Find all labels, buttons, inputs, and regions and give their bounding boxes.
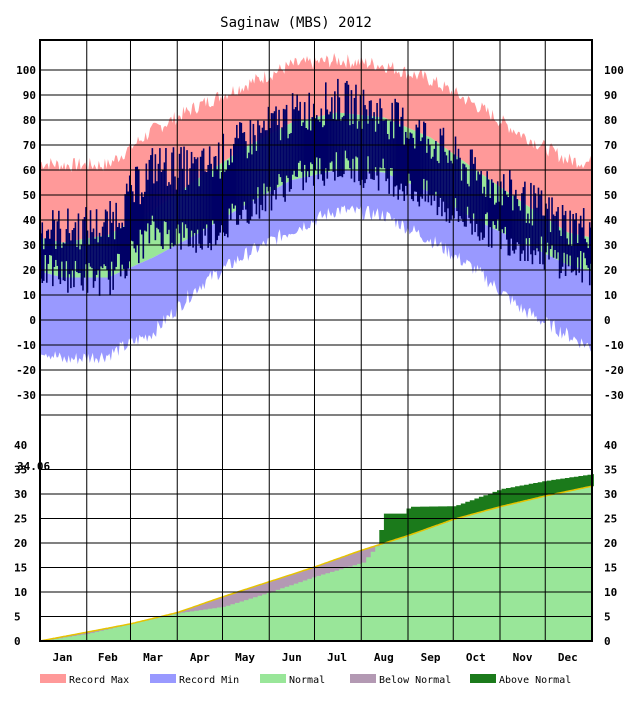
legend-label: Above Normal xyxy=(499,675,571,686)
temp-tick-label-left: 40 xyxy=(23,214,36,227)
precip-tick-label-left: 40 xyxy=(14,439,27,452)
month-label: Sep xyxy=(421,651,441,664)
month-labels: Jan Feb Mar Apr May Jun Jul Aug Sep Oct Nov Dec xyxy=(53,651,578,664)
temp-tick-label-right: 40 xyxy=(604,214,617,227)
month-label: Jul xyxy=(327,651,347,664)
plot-frame xyxy=(39,39,593,642)
temp-tick-label-left: 90 xyxy=(23,89,36,102)
temp-tick-label-left: 60 xyxy=(23,164,36,177)
precip-tick-label-left: 0 xyxy=(14,635,21,648)
precip-tick-label-left: 20 xyxy=(14,537,27,550)
precip-tick-label-right: 5 xyxy=(604,611,611,624)
month-label: Feb xyxy=(98,651,118,664)
temp-tick-label-right: -10 xyxy=(604,339,624,352)
legend-swatch xyxy=(260,674,286,683)
precip-tick-label-left: 35 xyxy=(14,464,27,477)
precip-tick-label-right: 20 xyxy=(604,537,617,550)
legend-label: Normal xyxy=(289,675,325,686)
precipitation-panel xyxy=(39,415,594,642)
precip-tick-label-left: 25 xyxy=(14,513,27,526)
precip-tick-label-right: 40 xyxy=(604,439,617,452)
precip-tick-label-right: 35 xyxy=(604,464,617,477)
precip-normal-area xyxy=(40,486,592,641)
temp-tick-label-left: -30 xyxy=(16,389,36,402)
temp-tick-label-right: 30 xyxy=(604,239,617,252)
temp-tick-label-right: 60 xyxy=(604,164,617,177)
month-label: Aug xyxy=(374,651,394,664)
precip-tick-label-right: 25 xyxy=(604,513,617,526)
legend-swatch xyxy=(40,674,66,683)
temp-tick-label-right: 20 xyxy=(604,264,617,277)
temp-tick-label-right: 90 xyxy=(604,89,617,102)
legend-swatch xyxy=(470,674,496,683)
temp-tick-label-right: 100 xyxy=(604,64,624,77)
grid-lines xyxy=(39,39,593,642)
precip-tick-label-right: 0 xyxy=(604,635,611,648)
temp-tick-label-right: 10 xyxy=(604,289,617,302)
precip-tick-label-right: 10 xyxy=(604,586,617,599)
precip-above-normal-area xyxy=(121,474,594,626)
temp-tick-label-left: 10 xyxy=(23,289,36,302)
precip-tick-label-left: 5 xyxy=(14,611,21,624)
month-label: Dec xyxy=(558,651,578,664)
temp-tick-label-left: 30 xyxy=(23,239,36,252)
temp-tick-label-left: 20 xyxy=(23,264,36,277)
temp-tick-label-right: 0 xyxy=(604,314,611,327)
month-label: Mar xyxy=(143,651,163,664)
legend-swatch xyxy=(350,674,376,683)
temp-tick-label-right: 50 xyxy=(604,189,617,202)
precip-tick-label-left: 30 xyxy=(14,488,27,501)
legend-swatch xyxy=(150,674,176,683)
legend-label: Below Normal xyxy=(379,675,451,686)
month-label: Nov xyxy=(513,651,533,664)
temp-tick-label-left: 100 xyxy=(16,64,36,77)
temp-tick-label-left: -20 xyxy=(16,364,36,377)
legend-label: Record Min xyxy=(179,675,239,686)
month-label: Apr xyxy=(190,651,210,664)
precip-tick-label-right: 30 xyxy=(604,488,617,501)
chart-title: Saginaw (MBS) 2012 xyxy=(220,15,372,31)
precip-total-annotation: 34.06 xyxy=(17,460,50,473)
temp-tick-label-right: -30 xyxy=(604,389,624,402)
temp-tick-label-left: -10 xyxy=(16,339,36,352)
temp-tick-label-left: 50 xyxy=(23,189,36,202)
month-label: Oct xyxy=(466,651,486,664)
legend: Record Max Record Min Normal Below Normal Ab… xyxy=(40,674,571,686)
temp-tick-label-left: 70 xyxy=(23,139,36,152)
month-label: Jan xyxy=(53,651,73,664)
legend-label: Record Max xyxy=(69,675,129,686)
month-label: May xyxy=(235,651,255,664)
temp-tick-label-left: 80 xyxy=(23,114,36,127)
precip-tick-label-left: 15 xyxy=(14,562,27,575)
precip-tick-label-left: 10 xyxy=(14,586,27,599)
temp-tick-label-right: 80 xyxy=(604,114,617,127)
normal-band xyxy=(40,112,592,278)
record-min-band xyxy=(40,170,592,365)
temp-tick-label-right: 70 xyxy=(604,139,617,152)
precip-tick-label-right: 15 xyxy=(604,562,617,575)
record-max-band xyxy=(40,53,592,243)
month-label: Jun xyxy=(282,651,302,664)
temp-tick-label-left: 0 xyxy=(29,314,36,327)
precipitation-y-ticks-right: 40 35 30 25 20 15 10 5 0 xyxy=(604,439,617,648)
temperature-panel xyxy=(39,40,593,415)
precipitation-y-ticks-left: 40 35 30 25 20 15 10 5 0 xyxy=(14,439,27,648)
temp-tick-label-right: -20 xyxy=(604,364,624,377)
